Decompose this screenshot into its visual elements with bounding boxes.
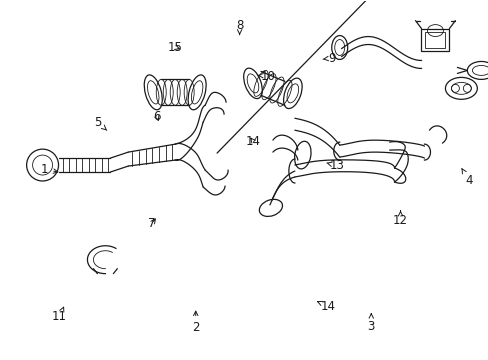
Text: 13: 13 bbox=[326, 159, 344, 172]
Text: 15: 15 bbox=[167, 41, 183, 54]
Bar bbox=[425, 32, 445, 48]
Text: 5: 5 bbox=[94, 116, 106, 130]
Text: 14: 14 bbox=[245, 135, 260, 148]
Text: 14: 14 bbox=[317, 300, 335, 313]
Text: 7: 7 bbox=[148, 217, 155, 230]
Text: 4: 4 bbox=[461, 168, 471, 186]
Text: 3: 3 bbox=[367, 314, 374, 333]
Text: 8: 8 bbox=[235, 19, 243, 35]
Text: 6: 6 bbox=[153, 110, 160, 123]
Text: 1: 1 bbox=[41, 163, 58, 176]
Text: 10: 10 bbox=[257, 69, 275, 82]
Bar bbox=[421, 28, 448, 50]
Text: 9: 9 bbox=[322, 51, 335, 64]
Text: 2: 2 bbox=[192, 311, 199, 334]
Text: 11: 11 bbox=[52, 307, 66, 324]
Text: 12: 12 bbox=[392, 211, 407, 227]
